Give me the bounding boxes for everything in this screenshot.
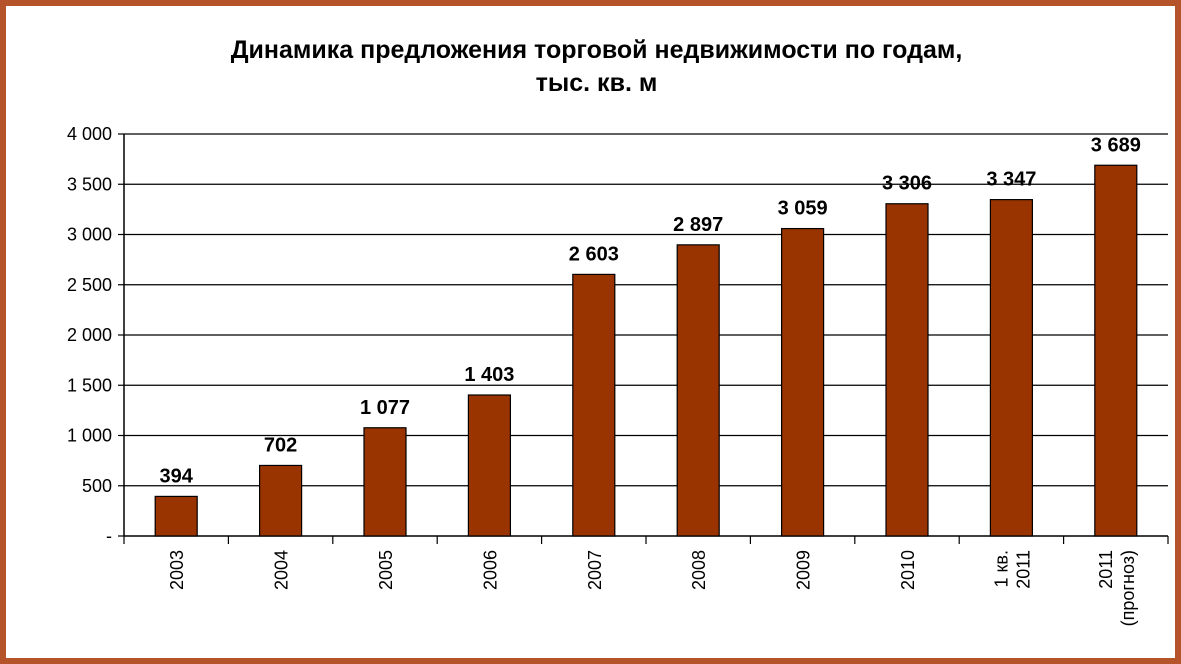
- data-label: 3 689: [1091, 134, 1141, 156]
- y-tick-label: 3 500: [67, 174, 112, 194]
- x-tick-label: 2006: [480, 550, 500, 590]
- chart-subtitle: тыс. кв. м: [535, 69, 658, 97]
- bar: [676, 244, 720, 537]
- x-tick-label-group: 2009: [794, 550, 814, 590]
- data-label: 1 403: [464, 364, 514, 386]
- x-tick-label: (прогноз): [1118, 550, 1138, 626]
- bar: [989, 199, 1034, 537]
- chart-title: Динамика предложения торговой недвижимос…: [230, 36, 963, 64]
- y-tick-label: 2 500: [67, 275, 112, 295]
- data-label: 2 603: [569, 243, 619, 265]
- x-tick-label-group: 2008: [689, 550, 709, 590]
- bar: [154, 495, 198, 537]
- y-tick-label: 1 500: [67, 375, 112, 395]
- x-tick-label: 2008: [689, 550, 709, 590]
- x-tick-label: 2010: [898, 550, 918, 590]
- x-tick-label-group: 2011 (прогноз): [1096, 550, 1138, 626]
- x-tick-label: 2009: [794, 550, 814, 590]
- y-tick-label: -: [106, 526, 112, 546]
- x-tick-label: 2005: [376, 550, 396, 590]
- y-tick-label: 1 000: [67, 426, 112, 446]
- x-tick-label-group: 2007: [585, 550, 605, 590]
- x-tick-label: 2011: [1096, 550, 1116, 589]
- x-tick-label: 2004: [272, 550, 292, 590]
- data-label: 3 059: [778, 198, 828, 220]
- bar: [259, 464, 303, 537]
- y-tick-label: 4 000: [67, 124, 112, 144]
- x-tick-label-group: 2010: [898, 550, 918, 590]
- x-tick-label: 2011: [1013, 550, 1033, 589]
- bar: [885, 203, 929, 537]
- data-label: 3 306: [882, 173, 932, 195]
- x-tick-label-group: 2003: [167, 550, 187, 590]
- data-label: 702: [264, 434, 297, 456]
- data-label: 2 897: [673, 214, 723, 236]
- data-label: 1 077: [360, 397, 410, 419]
- bar: [780, 227, 825, 537]
- bar: [572, 273, 616, 537]
- bar: [467, 394, 511, 537]
- y-tick-label: 500: [82, 476, 112, 496]
- x-tick-label: 2007: [585, 550, 605, 590]
- x-tick-label-group: 2006: [480, 550, 500, 590]
- x-tick-label-group: 1 кв. 2011: [991, 550, 1033, 589]
- x-tick-label-group: 2005: [376, 550, 396, 590]
- data-label: 3 347: [986, 169, 1036, 191]
- bar: [1094, 164, 1138, 537]
- y-tick-label: 2 000: [67, 325, 112, 345]
- x-tick-label: 1 кв.: [991, 550, 1011, 587]
- bar: [363, 427, 407, 537]
- x-tick-label-group: 2004: [272, 550, 292, 590]
- data-label: 394: [160, 465, 194, 487]
- y-tick-label: 3 000: [67, 225, 112, 245]
- x-tick-label: 2003: [167, 550, 187, 590]
